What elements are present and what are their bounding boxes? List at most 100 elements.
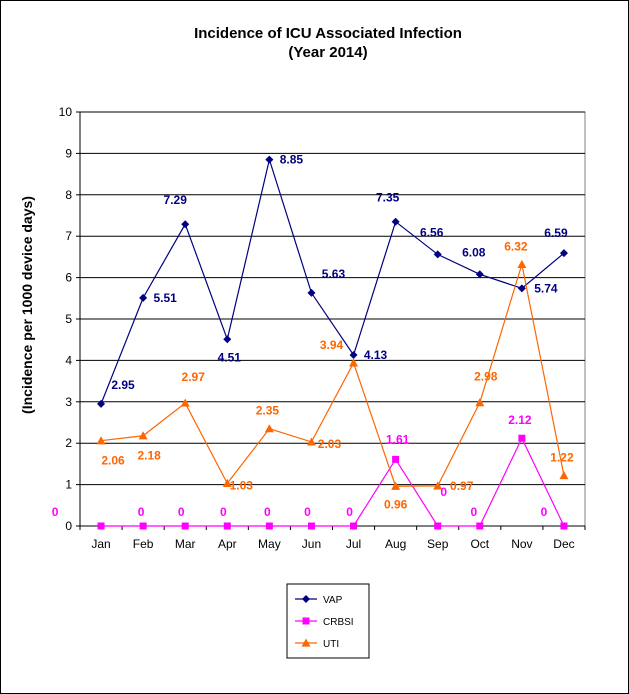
crbsi-point [97,522,105,530]
x-tick-label: Aug [385,537,406,551]
crbsi-data-label: 0 [138,505,145,519]
uti-data-label: 2.18 [137,449,161,463]
uti-point [349,358,359,367]
crbsi-data-label: 0 [541,505,548,519]
vap-data-label: 5.63 [322,267,346,281]
crbsi-data-label: 0 [470,505,477,519]
legend: VAP CRBSI UTI [286,583,370,659]
crbsi-point [307,522,315,530]
vap-point [265,155,274,164]
uti-data-label: 2.98 [474,370,498,384]
crbsi-data-label: 0 [178,505,185,519]
x-tick-label: Nov [511,537,532,551]
vap-data-label: 6.59 [544,226,568,240]
y-axis-label: (Incidence per 1000 device days) [19,196,35,414]
crbsi-point [560,522,568,530]
uti-line [100,264,565,487]
crbsi-data-label: 0 [264,505,271,519]
y-tick-label: 2 [65,436,72,450]
vap-data-label: 4.13 [364,348,388,362]
uti-point [306,437,316,446]
uti-data-label: 1.03 [230,478,254,492]
crbsi-point [139,522,147,530]
uti-point [138,431,148,440]
crbsi-point [434,522,442,530]
crbsi-data-label: 0 [304,505,311,519]
legend-label-vap: VAP [323,595,343,606]
vap-data-label: 4.51 [218,350,242,364]
x-tick-label: Feb [133,537,154,551]
chart-title: Incidence of ICU Associated Infection [194,25,462,42]
vap-point [559,249,568,258]
vap-data-label: 5.51 [153,291,177,305]
vap-point [97,399,106,408]
vap-data-label: 2.95 [111,378,135,392]
vap-data-label: 6.56 [420,225,444,239]
crbsi-point [476,522,484,530]
legend-label-uti: UTI [323,639,339,650]
x-tick-label: Sep [427,537,449,551]
legend-marker-crbsi [302,617,310,625]
vap-point [433,250,442,259]
vap-data-label: 7.35 [376,191,400,205]
crbsi-line [101,436,565,527]
gridlines [79,111,586,527]
y-tick-label: 10 [59,105,73,119]
vap-data-label: 8.85 [280,153,304,167]
uti-data-label: 6.32 [504,239,528,253]
vap-line [100,157,565,405]
vap-point [181,220,190,229]
vap-point [391,217,400,226]
series-layer [96,155,569,530]
vap-point [223,335,232,344]
crbsi-data-label: 0 [346,505,353,519]
vap-data-label: 6.08 [462,245,486,259]
x-tick-label: Mar [175,537,196,551]
vap-data-label: 5.74 [534,281,558,295]
crbsi-data-label: 0 [220,505,227,519]
uti-point [391,481,401,490]
x-tick-label: Jul [346,537,361,551]
vap-point [475,270,484,279]
y-tick-label: 4 [65,353,72,367]
crbsi-data-label: 0 [52,505,59,519]
uti-point [475,398,485,407]
vap-point [517,284,526,293]
x-tick-label: Jan [91,537,110,551]
crbsi-point [350,522,358,530]
x-tick-label: Apr [218,537,237,551]
data-labels: 2.95 5.51 7.29 4.51 8.85 5.63 4.13 7.35 6.56 6.08… [52,153,574,519]
x-tick-label: May [258,537,281,551]
y-tick-label: 6 [65,271,72,285]
x-tick-label: Oct [470,537,489,551]
uti-point [517,259,527,268]
uti-data-label: 0.96 [384,497,408,511]
crbsi-point [518,434,526,442]
crbsi-point [392,455,400,463]
uti-point [222,478,232,487]
uti-data-label: 1.22 [550,450,574,464]
legend-label-crbsi: CRBSI [323,617,354,628]
crbsi-data-label: 2.12 [508,413,532,427]
crbsi-point [265,522,273,530]
chart-subtitle: (Year 2014) [288,44,367,61]
vap-point [139,293,148,302]
crbsi-point [181,522,189,530]
y-tick-label: 9 [65,146,72,160]
legend-marker-vap [302,595,310,603]
crbsi-point [223,522,231,530]
uti-point [264,424,274,433]
uti-point [96,436,106,445]
y-tick-label: 0 [65,519,72,533]
crbsi-data-label: 0 [440,485,447,499]
uti-data-label: 2.97 [182,370,206,384]
y-tick-label: 7 [65,229,72,243]
uti-data-label: 2.03 [318,437,342,451]
vap-point [307,288,316,297]
uti-data-label: 2.06 [101,454,125,468]
uti-data-label: 0.97 [450,479,474,493]
uti-point [180,398,190,407]
vap-data-label: 7.29 [164,193,188,207]
y-tick-label: 8 [65,188,72,202]
